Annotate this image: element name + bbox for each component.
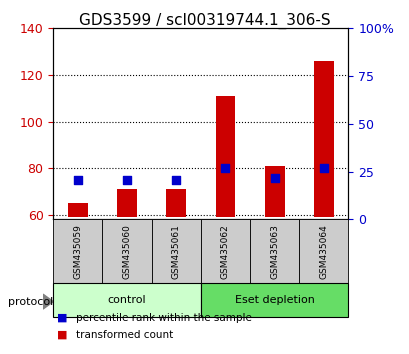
Text: GDS3599 / scl00319744.1_306-S: GDS3599 / scl00319744.1_306-S: [79, 12, 330, 29]
Bar: [200, 283, 348, 317]
Point: [124, 177, 130, 183]
Bar: [200, 219, 249, 283]
Bar: [117, 189, 137, 217]
Point: [222, 165, 228, 171]
Text: GSM435063: GSM435063: [270, 224, 279, 279]
Bar: [166, 189, 186, 217]
Point: [74, 177, 81, 183]
Point: [320, 165, 326, 171]
Point: [271, 175, 277, 180]
Bar: [313, 61, 333, 217]
Text: GSM435060: GSM435060: [122, 224, 131, 279]
Polygon shape: [43, 294, 53, 309]
Text: percentile rank within the sample: percentile rank within the sample: [76, 313, 251, 322]
Text: GSM435059: GSM435059: [73, 224, 82, 279]
Text: protocol: protocol: [8, 297, 53, 307]
Bar: [249, 219, 299, 283]
Text: Eset depletion: Eset depletion: [234, 295, 314, 305]
Text: ■: ■: [57, 330, 68, 339]
Bar: [53, 219, 102, 283]
Bar: [102, 219, 151, 283]
Bar: [68, 203, 88, 217]
Bar: [215, 96, 235, 217]
Text: GSM435064: GSM435064: [319, 224, 328, 279]
Text: GSM435062: GSM435062: [220, 224, 229, 279]
Text: GSM435061: GSM435061: [171, 224, 180, 279]
Text: ■: ■: [57, 313, 68, 322]
Bar: [299, 219, 348, 283]
Text: control: control: [108, 295, 146, 305]
Bar: [151, 219, 200, 283]
Text: transformed count: transformed count: [76, 330, 173, 339]
Bar: [264, 166, 284, 217]
Bar: [53, 283, 200, 317]
Point: [173, 177, 179, 183]
